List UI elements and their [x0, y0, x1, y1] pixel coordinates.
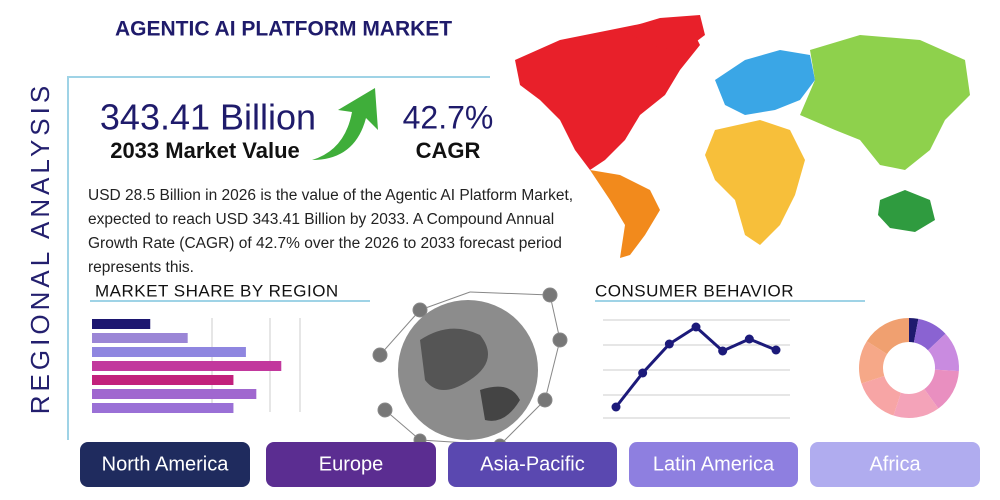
bar — [92, 389, 257, 399]
region-label[interactable]: Africa — [869, 453, 921, 475]
region-button[interactable] — [629, 442, 798, 487]
world-map — [515, 15, 970, 258]
donut-slice — [893, 389, 939, 418]
donut-slice — [913, 318, 946, 351]
bar — [92, 361, 282, 371]
side-label: REGIONAL ANALYSIS — [25, 82, 55, 414]
region-button[interactable] — [80, 442, 250, 487]
point — [638, 368, 648, 378]
chart-title: MARKET SHARE BY REGION — [95, 281, 339, 300]
frame — [67, 76, 490, 440]
region-label[interactable]: North America — [102, 453, 230, 475]
bar — [92, 333, 188, 343]
bar — [92, 347, 246, 357]
bar — [92, 319, 151, 329]
stat-value: 42.7% — [403, 99, 494, 135]
chart-title: CONSUMER BEHAVIOR — [595, 281, 794, 300]
point — [718, 346, 728, 356]
stat-label: 2033 Market Value — [110, 138, 300, 163]
point — [611, 402, 621, 412]
donut-slice — [909, 318, 919, 343]
donut-slice — [927, 333, 959, 372]
donut-slice — [861, 376, 901, 416]
stat-label: CAGR — [416, 138, 481, 163]
region-button[interactable] — [448, 442, 617, 487]
region-label[interactable]: Asia-Pacific — [480, 453, 584, 475]
region-label[interactable]: Europe — [319, 453, 384, 475]
donut-slice — [859, 341, 888, 384]
point — [664, 339, 674, 349]
globe — [372, 287, 568, 452]
donut-slice — [924, 369, 959, 409]
point — [744, 334, 754, 344]
region-button[interactable] — [266, 442, 436, 487]
region-label[interactable]: Latin America — [653, 453, 775, 475]
description: USD 28.5 Billion in 2026 is the value of… — [88, 187, 574, 276]
growth-arrow — [312, 88, 378, 160]
region-button[interactable] — [810, 442, 980, 487]
donut-slice — [866, 318, 909, 355]
point — [691, 322, 701, 332]
stat-value: 343.41 Billion — [100, 97, 316, 138]
bar — [92, 375, 234, 385]
title: AGENTIC AI PLATFORM MARKET — [115, 18, 452, 41]
point — [771, 345, 781, 355]
bar — [92, 403, 234, 413]
